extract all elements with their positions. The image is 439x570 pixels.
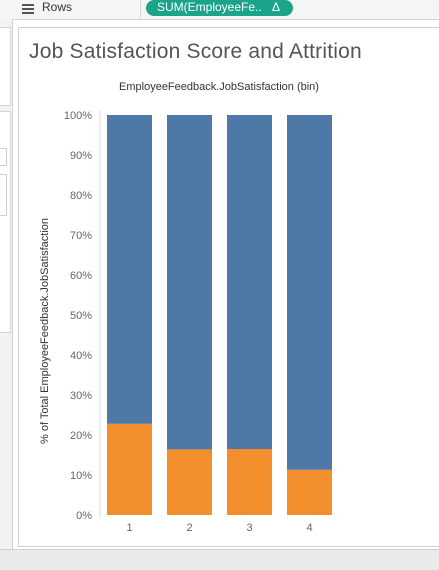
- left-panel-sliver: [0, 111, 11, 333]
- bar-segment-3-1[interactable]: [227, 115, 272, 449]
- y-tick-label: 40%: [70, 350, 92, 362]
- bar-segment-4-1[interactable]: [287, 115, 332, 470]
- bar-segment-3-0[interactable]: [227, 449, 272, 515]
- y-tick-label: 0%: [76, 510, 92, 522]
- sheet-title: Job Satisfaction Score and Attrition: [29, 40, 362, 63]
- y-tick-label: 10%: [70, 470, 92, 482]
- stacked-bar-chart: EmployeeFeedback.JobSatisfaction (bin) %…: [39, 81, 332, 534]
- x-tick-label: 2: [186, 522, 192, 534]
- y-tick-label: 90%: [70, 150, 92, 162]
- left-panel-sliver: [0, 27, 11, 106]
- bar-segment-2-0[interactable]: [167, 449, 212, 515]
- list-icon: [22, 3, 34, 14]
- y-tick-label: 100%: [64, 110, 92, 122]
- x-tick-label: 1: [126, 522, 132, 534]
- x-tick-label: 3: [246, 522, 252, 534]
- rows-label: Rows: [42, 0, 73, 14]
- bar-segment-1-0[interactable]: [107, 423, 152, 515]
- x-tick-label: 4: [306, 522, 312, 534]
- bar-segment-4-0[interactable]: [287, 469, 332, 515]
- pill-label: SUM(EmployeeFe..: [157, 0, 262, 14]
- bar-segment-1-1[interactable]: [107, 115, 152, 424]
- y-tick-label: 70%: [70, 230, 92, 242]
- rows-shelf-label: Rows: [12, 0, 141, 19]
- rows-shelf: Rows SUM(EmployeeFe.. Δ: [0, 0, 439, 20]
- delta-icon: Δ: [272, 0, 281, 14]
- worksheet: Job Satisfaction Score and Attrition Emp…: [18, 27, 439, 547]
- y-tick-label: 50%: [70, 310, 92, 322]
- left-pane: [0, 19, 13, 549]
- column-header-label: EmployeeFeedback.JobSatisfaction (bin): [119, 81, 319, 93]
- y-axis-title: % of Total EmployeeFeedback.JobSatisfact…: [39, 218, 51, 444]
- y-tick-label: 80%: [70, 190, 92, 202]
- y-tick-label: 20%: [70, 430, 92, 442]
- measure-pill[interactable]: SUM(EmployeeFe.. Δ: [146, 0, 293, 16]
- sheet-tabs-bar: [0, 549, 439, 570]
- y-tick-label: 60%: [70, 270, 92, 282]
- bar-segment-2-1[interactable]: [167, 115, 212, 450]
- y-tick-label: 30%: [70, 390, 92, 402]
